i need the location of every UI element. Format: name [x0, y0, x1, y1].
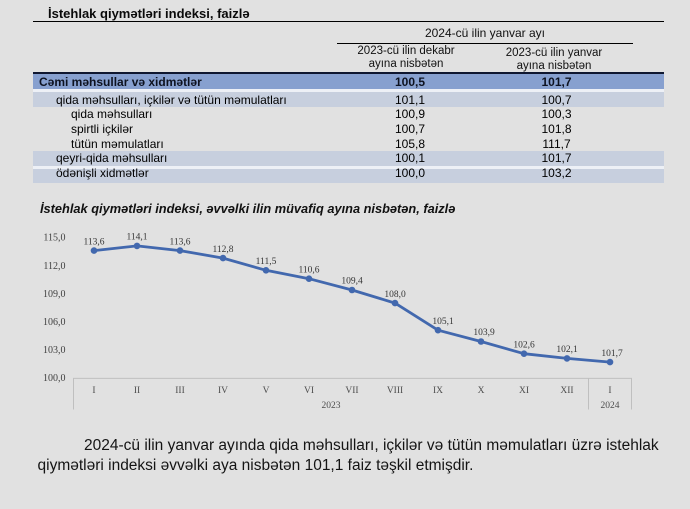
- svg-text:109,4: 109,4: [341, 277, 363, 287]
- svg-text:101,7: 101,7: [601, 349, 623, 359]
- svg-text:102,6: 102,6: [513, 340, 535, 350]
- svg-text:109,0: 109,0: [43, 289, 66, 300]
- svg-text:103,0: 103,0: [43, 345, 66, 356]
- svg-text:106,0: 106,0: [43, 317, 66, 328]
- svg-text:III: III: [175, 386, 185, 396]
- svg-text:100,0: 100,0: [43, 373, 66, 384]
- svg-text:IX: IX: [433, 386, 443, 396]
- svg-text:113,6: 113,6: [169, 237, 190, 247]
- svg-text:113,6: 113,6: [83, 237, 104, 247]
- svg-text:2023: 2023: [322, 401, 341, 411]
- svg-text:114,1: 114,1: [126, 233, 147, 243]
- svg-text:IV: IV: [218, 386, 228, 396]
- svg-text:I: I: [92, 386, 95, 396]
- svg-text:112,0: 112,0: [43, 261, 65, 272]
- svg-text:103,9: 103,9: [473, 328, 495, 338]
- svg-text:X: X: [478, 386, 485, 396]
- svg-text:110,6: 110,6: [298, 265, 319, 275]
- svg-text:XII: XII: [560, 386, 573, 396]
- svg-text:VII: VII: [345, 386, 358, 396]
- svg-text:2024: 2024: [601, 401, 620, 411]
- svg-text:I: I: [608, 386, 611, 396]
- svg-text:XI: XI: [519, 386, 529, 396]
- svg-text:II: II: [134, 386, 140, 396]
- svg-text:105,1: 105,1: [432, 317, 454, 327]
- svg-text:102,1: 102,1: [556, 345, 578, 355]
- svg-text:112,8: 112,8: [212, 245, 233, 255]
- svg-text:VIII: VIII: [387, 386, 403, 396]
- svg-text:108,0: 108,0: [384, 290, 406, 300]
- svg-text:V: V: [263, 386, 270, 396]
- svg-text:111,5: 111,5: [256, 257, 277, 267]
- svg-text:VI: VI: [304, 386, 314, 396]
- svg-text:115,0: 115,0: [43, 233, 65, 244]
